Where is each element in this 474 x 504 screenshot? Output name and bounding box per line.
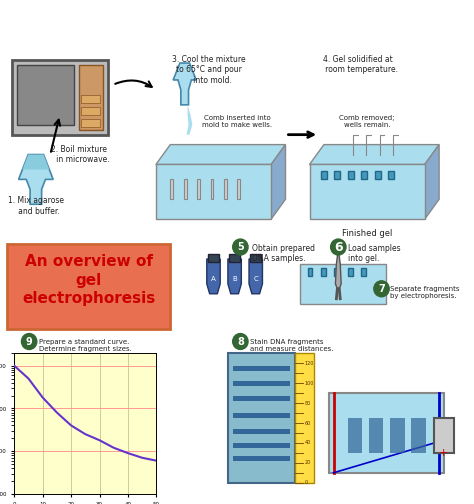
Text: Comb removed;
wells remain.: Comb removed; wells remain. [339,115,395,128]
Polygon shape [173,63,196,105]
Text: Prepare a standard curve.
Determine fragment sizes.: Prepare a standard curve. Determine frag… [39,339,132,351]
Bar [308,268,312,276]
Bar [300,264,386,304]
Text: 3. Cool the mixture
to 65°C and pour
   into mold.: 3. Cool the mixture to 65°C and pour int… [172,55,246,85]
Text: A: A [211,276,216,282]
Polygon shape [187,105,192,135]
Text: 0: 0 [305,480,308,485]
Bar [361,171,367,179]
Bar [12,60,108,135]
Bar [328,393,444,473]
Bar [233,429,290,434]
Circle shape [331,239,346,255]
Bar [197,179,200,199]
Bar [229,254,240,262]
Text: Separate fragments
by electrophoresis.: Separate fragments by electrophoresis. [390,286,460,299]
Bar [295,353,314,483]
Text: 120: 120 [305,361,314,366]
Circle shape [374,281,389,297]
Text: 2. Boil mixture
   in microwave.: 2. Boil mixture in microwave. [49,145,109,164]
Text: 7: 7 [378,284,385,294]
Text: 1. Mix agarose
   and buffer.: 1. Mix agarose and buffer. [8,197,64,216]
Text: 20: 20 [305,460,311,465]
Bar [233,456,290,461]
Text: Load samples
into gel.: Load samples into gel. [348,244,401,264]
Bar [208,254,219,262]
Circle shape [233,334,248,349]
Text: 9: 9 [26,337,33,347]
Circle shape [233,239,248,255]
Bar [184,179,187,199]
Text: Comb inserted into
mold to make wells.: Comb inserted into mold to make wells. [202,115,273,128]
Text: 40: 40 [305,440,311,446]
Bar [348,418,362,453]
Bar [321,268,326,276]
Bar [335,171,340,179]
Bar [411,418,426,453]
Text: Finished gel: Finished gel [342,229,392,238]
Bar [237,179,240,199]
Bar [233,396,290,401]
Text: B: B [232,276,237,282]
Bar [348,268,353,276]
Polygon shape [207,259,220,294]
Bar [81,95,100,103]
Bar [369,418,383,453]
Bar [250,254,262,262]
Text: C: C [254,276,258,282]
Polygon shape [310,145,439,164]
Bar [375,171,381,179]
Bar [348,171,354,179]
Bar [170,179,173,199]
Bar [233,366,290,371]
Polygon shape [156,145,285,164]
Text: 60: 60 [305,420,311,425]
Text: An overview of
gel
electrophoresis: An overview of gel electrophoresis [22,254,155,306]
Bar [228,353,295,483]
Circle shape [21,334,37,349]
Text: 6: 6 [334,240,343,254]
Bar [17,65,74,124]
Text: Stain DNA fragments
and measure distances.: Stain DNA fragments and measure distance… [250,339,334,351]
Bar [233,382,290,386]
Bar [335,268,339,276]
Polygon shape [425,145,439,219]
Text: 4. Gel solidified at
   room temperature.: 4. Gel solidified at room temperature. [318,55,398,75]
Text: 5: 5 [237,242,244,252]
Bar [321,171,327,179]
Text: +: + [439,448,448,458]
Bar [7,244,170,329]
Bar [233,443,290,448]
Polygon shape [22,155,49,169]
Bar [233,413,290,418]
Polygon shape [271,145,285,219]
Bar [81,119,100,127]
Bar [210,179,213,199]
Polygon shape [228,259,241,294]
Polygon shape [336,249,341,289]
Bar [390,418,404,453]
Text: 100: 100 [305,381,314,386]
Bar [81,107,100,115]
Bar [79,65,103,130]
Bar [224,179,227,199]
Bar [361,268,366,276]
Polygon shape [18,155,53,204]
Text: Obtain prepared
DNA samples.: Obtain prepared DNA samples. [252,244,315,264]
Polygon shape [156,164,271,219]
Bar [434,418,454,453]
Polygon shape [310,164,425,219]
Polygon shape [249,259,263,294]
Text: 80: 80 [305,401,311,406]
Text: 8: 8 [237,337,244,347]
Bar [388,171,394,179]
